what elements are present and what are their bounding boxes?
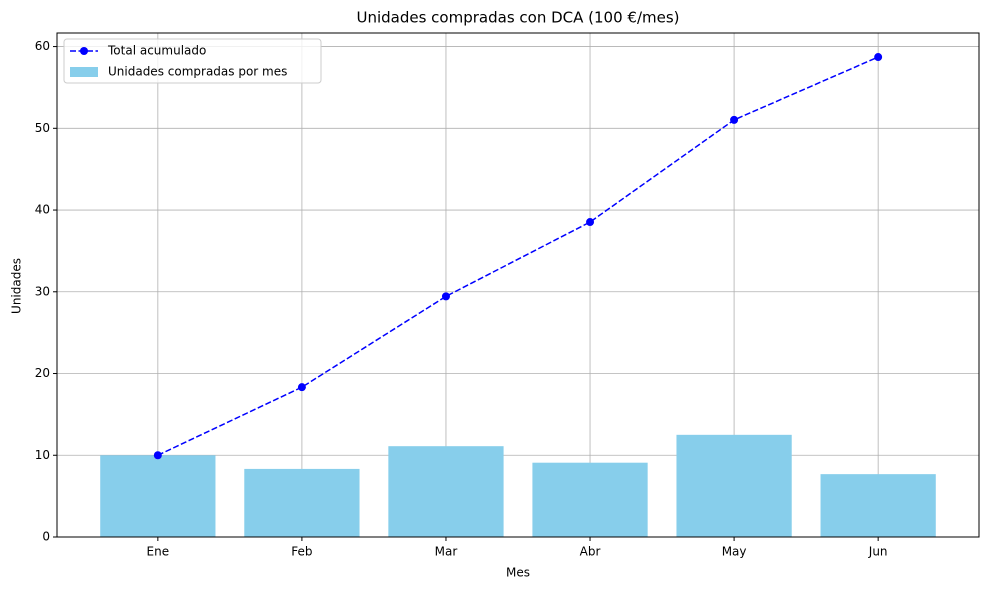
x-tick-label: Feb (291, 545, 312, 559)
legend-swatch (70, 67, 98, 77)
y-axis-label: Unidades (10, 258, 24, 314)
bar (532, 462, 648, 537)
bar (100, 455, 216, 537)
legend-box (63, 38, 322, 84)
legend-label: Total acumulado (107, 44, 206, 58)
bar (820, 474, 936, 537)
point (874, 53, 883, 62)
x-tick-label: Ene (147, 545, 170, 559)
x-axis-label: Mes (506, 566, 530, 580)
x-tick-label: Mar (435, 545, 458, 559)
point (153, 451, 162, 460)
bar (676, 434, 792, 537)
legend: Total acumulado Unidades compradas por me… (63, 38, 322, 84)
y-tick-label: 0 (42, 530, 50, 544)
point (730, 115, 739, 124)
legend-label: Unidades compradas por mes (108, 65, 287, 79)
point (297, 383, 306, 392)
y-tick-label: 10 (35, 448, 50, 462)
axes: 0 10 20 30 40 50 60 Ene Feb Mar Abr May Jun (35, 32, 980, 559)
marks (100, 53, 936, 537)
y-tick-label: 60 (35, 39, 50, 53)
y-tick-label: 30 (35, 284, 50, 298)
point (441, 292, 450, 301)
y-tick-label: 40 (35, 203, 50, 217)
x-tick-label: Abr (580, 545, 601, 559)
bar (388, 446, 504, 537)
x-tick-label: Jun (868, 545, 888, 559)
point (586, 218, 595, 227)
line (157, 56, 879, 456)
bar (244, 468, 360, 537)
plot-frame (56, 32, 980, 538)
legend-swatch (80, 47, 88, 55)
chart-title: Unidades compradas con DCA (100 €/mes) (356, 9, 679, 27)
y-tick-label: 20 (35, 366, 50, 380)
y-tick-label: 50 (35, 121, 50, 135)
x-tick-label: May (722, 545, 747, 559)
